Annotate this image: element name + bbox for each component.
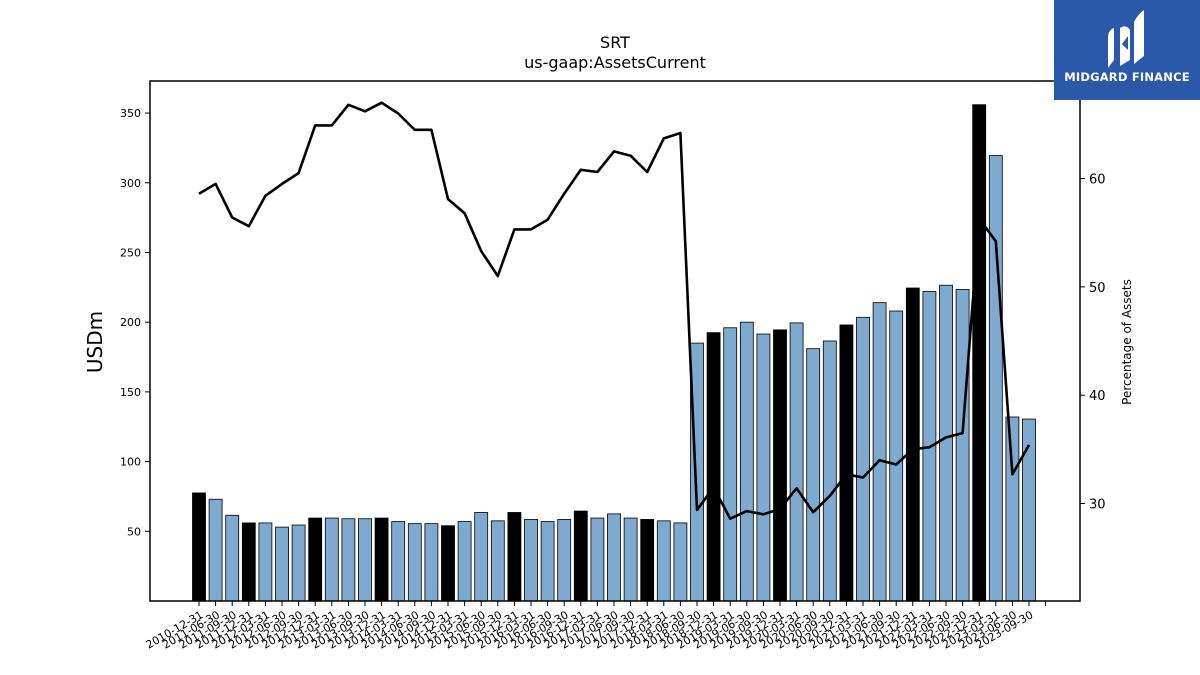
- y-tick-label: 200: [120, 316, 141, 329]
- bar: [457, 521, 472, 602]
- y-tick-label: 100: [120, 456, 141, 469]
- bar: [806, 348, 821, 602]
- y2-tick-label: 30: [1089, 498, 1106, 513]
- bar: [192, 492, 206, 602]
- midgard-logo-icon: [1108, 10, 1144, 68]
- bar: [872, 302, 887, 602]
- y-tick-label: 50: [127, 525, 141, 538]
- plot-frame: [149, 80, 1081, 602]
- bar: [1005, 416, 1020, 602]
- bar: [640, 519, 655, 602]
- bar: [490, 520, 505, 602]
- bar: [358, 518, 372, 602]
- bar: [275, 526, 289, 602]
- bar: [905, 287, 920, 602]
- bar: [623, 517, 638, 602]
- chart-title: SRT: [600, 33, 630, 52]
- bar: [391, 521, 406, 602]
- bar: [789, 322, 804, 602]
- bar: [308, 517, 323, 602]
- bar: [706, 332, 721, 602]
- y2-tick-label: 60: [1089, 173, 1106, 188]
- axes: 50100150200250300350304050602010-12-3120…: [120, 80, 1106, 652]
- bar: [756, 333, 771, 602]
- bar: [955, 289, 970, 602]
- bar: [773, 329, 787, 602]
- bar: [341, 518, 356, 602]
- bar: [856, 316, 870, 602]
- bar-group: [192, 104, 1036, 602]
- bar: [739, 321, 754, 602]
- bar: [972, 104, 987, 602]
- bar: [407, 523, 422, 602]
- bar: [656, 520, 671, 602]
- bar: [590, 517, 605, 602]
- bar: [723, 327, 738, 602]
- bar: [557, 519, 572, 602]
- bar: [607, 513, 621, 602]
- bar: [673, 522, 688, 602]
- bar: [889, 310, 904, 602]
- bar: [939, 284, 953, 602]
- y2-axis-label: Percentage of Assets: [1120, 279, 1134, 405]
- y2-tick-label: 50: [1089, 281, 1106, 296]
- y-tick-label: 250: [120, 246, 141, 259]
- bar: [573, 510, 588, 602]
- bar: [424, 523, 439, 602]
- bar: [822, 340, 837, 602]
- brand-name: MIDGARD FINANCE: [1064, 70, 1190, 84]
- bar: [524, 519, 538, 602]
- bar: [988, 155, 1003, 602]
- y-tick-label: 150: [120, 386, 141, 399]
- midgard-finance-logo: MIDGARD FINANCE: [1054, 0, 1200, 100]
- bar: [291, 524, 306, 602]
- bar: [374, 517, 389, 602]
- bar: [225, 514, 240, 602]
- bar: [208, 498, 223, 602]
- y-axis-label: USDm: [83, 311, 107, 373]
- bar: [540, 521, 555, 602]
- y-tick-label: 350: [120, 107, 141, 120]
- y2-tick-label: 40: [1089, 389, 1106, 404]
- bar: [258, 522, 273, 602]
- bar: [324, 517, 339, 602]
- bar: [441, 525, 455, 602]
- bar: [839, 324, 854, 602]
- percentage-line: [198, 101, 1031, 521]
- bar: [507, 512, 522, 602]
- bar: [474, 512, 489, 602]
- chart-subtitle: us-gaap:AssetsCurrent: [524, 53, 706, 72]
- bar: [241, 522, 256, 602]
- y-tick-label: 300: [120, 177, 141, 190]
